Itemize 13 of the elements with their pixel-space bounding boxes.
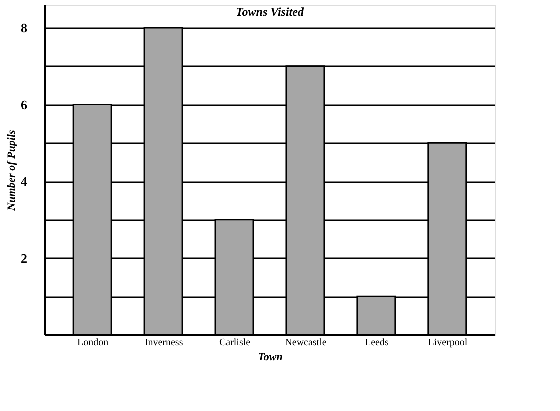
y-axis-title: Number of Pupils — [6, 130, 18, 212]
x-tick-label: Liverpool — [428, 338, 468, 348]
y-tick-label: 8 — [21, 20, 28, 36]
x-tick-label: London — [78, 338, 109, 348]
x-tick-label: Inverness — [144, 338, 184, 348]
x-axis-title: Town — [258, 352, 283, 364]
chart-title: Towns Visited — [236, 5, 305, 19]
y-tick-label: 4 — [21, 174, 28, 190]
x-tick-label: Carlisle — [219, 338, 252, 348]
x-tick-label: Newcastle — [285, 338, 328, 348]
y-tick-label: 6 — [21, 97, 28, 112]
y-tick-label: 2 — [21, 250, 28, 266]
x-tick-label: Leeds — [365, 338, 389, 348]
